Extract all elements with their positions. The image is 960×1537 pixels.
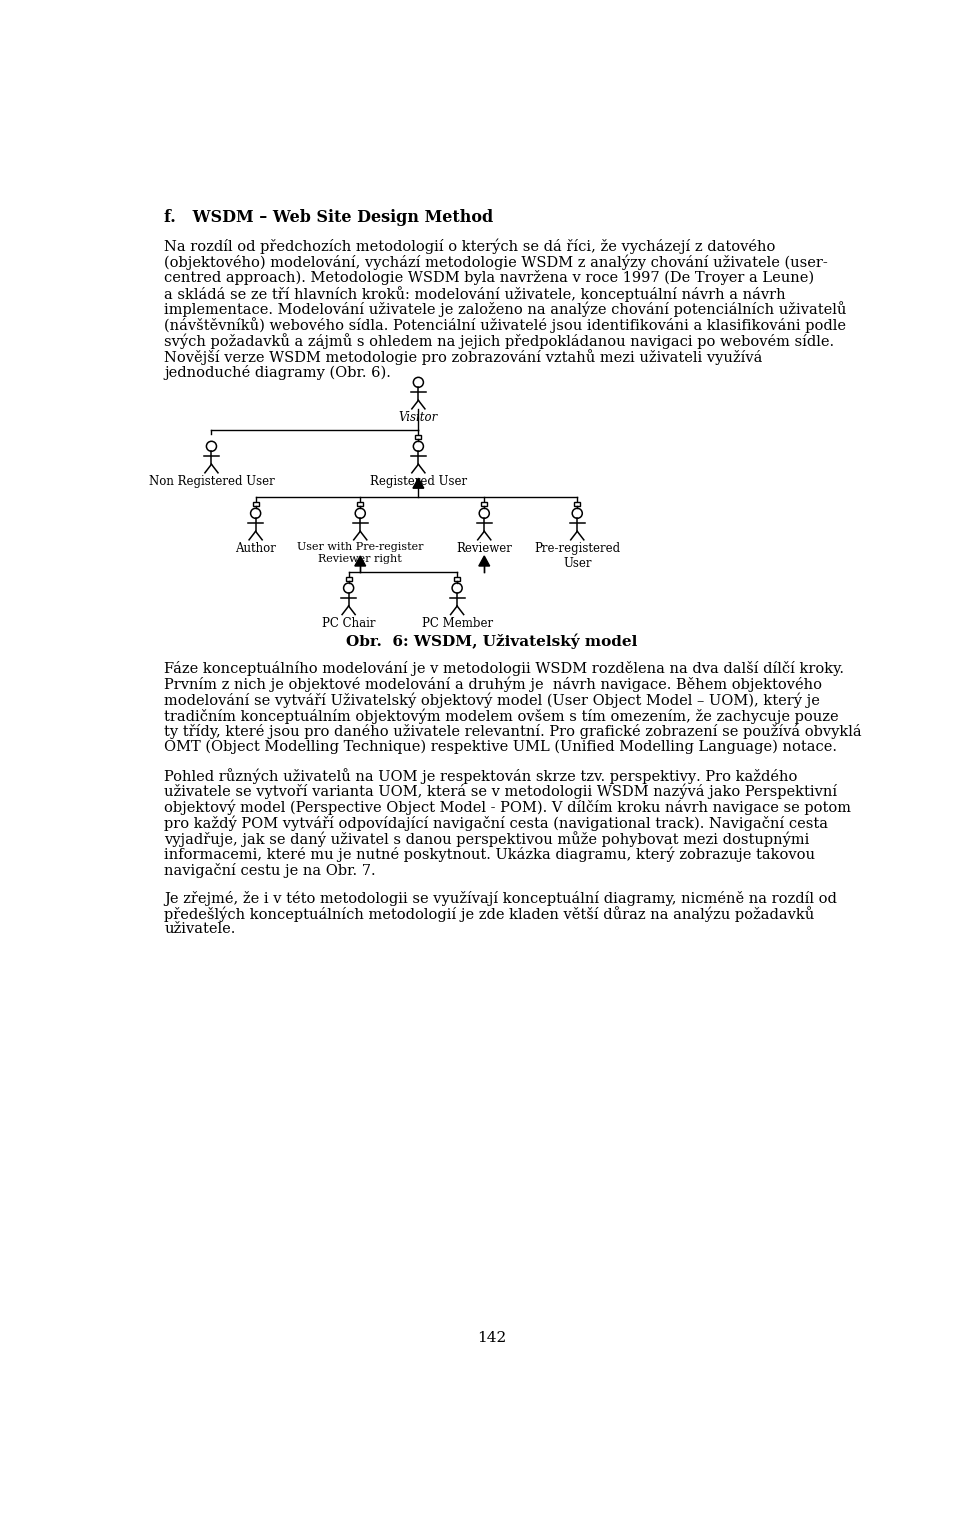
Text: vyjadřuje, jak se daný uživatel s danou perspektivou může pohybovat mezi dostupn: vyjadřuje, jak se daný uživatel s danou … <box>164 832 809 847</box>
Text: jednoduché diagramy (Obr. 6).: jednoduché diagramy (Obr. 6). <box>164 364 391 380</box>
Text: Fáze konceptuálního modelování je v metodologii WSDM rozdělena na dva další dílč: Fáze konceptuálního modelování je v meto… <box>164 661 844 676</box>
Text: předešlých konceptuálních metodologií je zde kladen větší důraz na analýzu požad: předešlých konceptuálních metodologií je… <box>164 907 814 922</box>
Text: tradičním konceptuálním objektovým modelem ovšem s tím omezením, že zachycuje po: tradičním konceptuálním objektovým model… <box>164 709 839 724</box>
Text: uživatele se vytvoří varianta UOM, která se v metodologii WSDM nazývá jako ⁠Pers: uživatele se vytvoří varianta UOM, která… <box>164 784 837 799</box>
Text: Pre-registered
User: Pre-registered User <box>534 543 620 570</box>
Polygon shape <box>355 556 366 566</box>
Text: f.   WSDM – Web Site Design Method: f. WSDM – Web Site Design Method <box>164 209 493 226</box>
Bar <box>416 435 421 440</box>
Polygon shape <box>479 556 490 566</box>
Bar <box>481 501 488 506</box>
Text: Na rozdíl od předchozích metodologií o kterých se dá říci, že vycházejí z datové: Na rozdíl od předchozích metodologií o k… <box>164 238 776 254</box>
Bar <box>252 501 258 506</box>
Text: centred approach⁠). Metodologie WSDM byla navržena v roce 1997 (⁠De Troyer⁠ a ⁠L: centred approach⁠). Metodologie WSDM byl… <box>164 271 814 284</box>
Text: Reviewer: Reviewer <box>456 543 513 555</box>
Text: uživatele.: uživatele. <box>164 922 235 936</box>
Bar <box>574 501 580 506</box>
Text: Je zřejmé, že i v této metodologii se využívají konceptuální diagramy, nicméně n: Je zřejmé, že i v této metodologii se vy… <box>164 890 837 905</box>
Text: PC Member: PC Member <box>421 616 492 630</box>
Text: PC Chair: PC Chair <box>322 616 375 630</box>
Text: Author: Author <box>235 543 276 555</box>
Bar <box>357 501 363 506</box>
Text: User with Pre-register
Reviewer right: User with Pre-register Reviewer right <box>297 543 423 564</box>
Text: (⁠návštěvníků⁠) webového sídla. Potenciální uživatelé jsou identifikováni a klas: (⁠návštěvníků⁠) webového sídla. Potenciá… <box>164 317 846 334</box>
Text: Pohled různých uživatelů na UOM je respektován skrze tzv. ⁠perspektivy⁠. Pro kaž: Pohled různých uživatelů na UOM je respe… <box>164 768 798 784</box>
Text: Prvním z nich je ⁠objektové modelování⁠ a druhým je  ⁠návrh navigace⁠. Během obj: Prvním z nich je ⁠objektové modelování⁠ … <box>164 676 822 692</box>
Text: navigační cestu je na Obr. 7.: navigační cestu je na Obr. 7. <box>164 862 375 878</box>
Text: Visitor: Visitor <box>398 412 438 424</box>
Bar <box>346 576 351 581</box>
Polygon shape <box>413 478 423 489</box>
Text: a skládá se ze tří hlavních kroků: ⁠modelování uživatele⁠, ⁠konceptuální návrh⁠ : a skládá se ze tří hlavních kroků: ⁠mode… <box>164 286 786 301</box>
Text: modelování se vytváří ⁠Uživatelský objektový model (User Object Model – UOM)⁠, k: modelování se vytváří ⁠Uživatelský objek… <box>164 692 820 709</box>
Bar <box>454 576 460 581</box>
Text: (objektového) modelování, vychází metodologie WSDM z analýzy chování uživatele (: (objektového) modelování, vychází metodo… <box>164 254 828 269</box>
Text: implementace⁠. Modelování uživatele je založeno na analýze chování potenciálních: implementace⁠. Modelování uživatele je z… <box>164 301 847 317</box>
Text: ty třídy, které jsou pro daného uživatele relevantní. Pro grafické zobrazení se : ty třídy, které jsou pro daného uživatel… <box>164 724 862 739</box>
Text: Obr.  6: WSDM, Uživatelský model: Obr. 6: WSDM, Uživatelský model <box>347 633 637 649</box>
Text: 142: 142 <box>477 1331 507 1345</box>
Text: svých požadavků a zájmů s ohledem na jejich předpokládanou navigaci po webovém s: svých požadavků a zájmů s ohledem na jej… <box>164 334 834 349</box>
Text: Registered User: Registered User <box>370 475 467 489</box>
Text: Novější verze WSDM metodologie pro zobrazování vztahů mezi uživateli využívá: Novější verze WSDM metodologie pro zobra… <box>164 349 762 364</box>
Text: OMT (⁠Object Modelling Technique⁠) respektive UML (⁠Unified Modelling Language⁠): OMT (⁠Object Modelling Technique⁠) respe… <box>164 739 837 755</box>
Text: pro každý POM vytváří odpovídající ⁠navigační cesta (navigational track)⁠. Navig: pro každý POM vytváří odpovídající ⁠navi… <box>164 815 828 830</box>
Text: objektový model (Perspective Object Model - POM)⁠. V dílčím kroku ⁠návrh navigac: objektový model (Perspective Object Mode… <box>164 799 852 815</box>
Text: informacemi, které mu je nutné poskytnout. Ukázka diagramu, který zobrazuje tako: informacemi, které mu je nutné poskytnou… <box>164 847 815 862</box>
Text: Non Registered User: Non Registered User <box>149 475 275 489</box>
